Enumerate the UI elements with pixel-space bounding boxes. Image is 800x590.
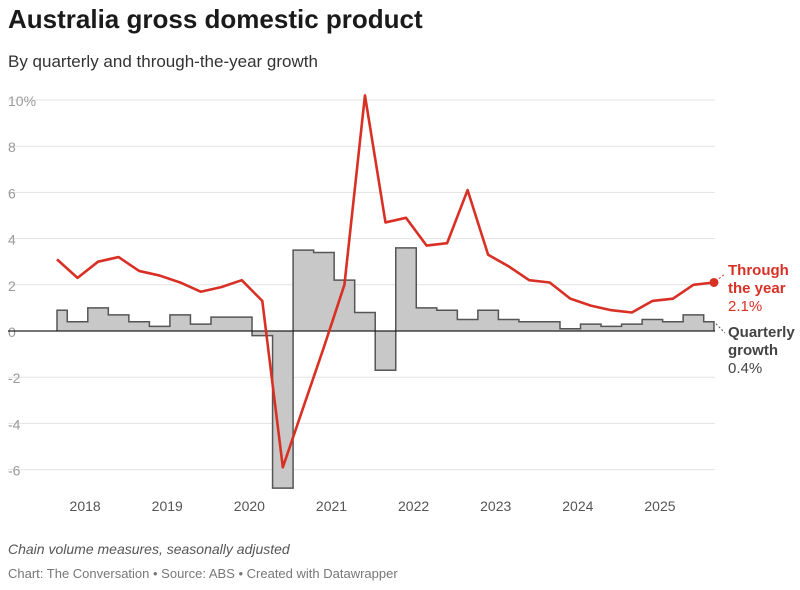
x-tick-label: 2024 bbox=[562, 498, 593, 514]
y-tick-label: -6 bbox=[8, 463, 21, 479]
y-tick-label: 2 bbox=[8, 278, 16, 294]
tty-label-line1: Through bbox=[728, 262, 789, 279]
chart-title: Australia gross domestic product bbox=[8, 4, 423, 34]
x-tick-label: 2021 bbox=[316, 498, 347, 514]
x-tick-label: 2020 bbox=[234, 498, 265, 514]
y-tick-label: 8 bbox=[8, 139, 16, 155]
q-label-line2: growth bbox=[728, 342, 778, 359]
tty-leader-line bbox=[718, 273, 726, 279]
x-tick-label: 2019 bbox=[152, 498, 183, 514]
y-tick-label: -4 bbox=[8, 416, 21, 432]
x-tick-label: 2022 bbox=[398, 498, 429, 514]
x-tick-label: 2018 bbox=[70, 498, 101, 514]
chart-byline: Chart: The Conversation • Source: ABS • … bbox=[8, 566, 398, 581]
chart-plot: 10% 8 6 4 2 0 -2 -4 -6 2018 2019 2020 2021 2022 2023 20… bbox=[8, 93, 726, 514]
through-the-year-point bbox=[709, 277, 719, 287]
y-tick-label: 0 bbox=[8, 324, 16, 340]
quarterly-growth-label: Quarterly growth 0.4% bbox=[728, 324, 795, 378]
y-tick-label: 10% bbox=[8, 93, 36, 109]
q-leader-line bbox=[715, 323, 726, 334]
through-the-year-line bbox=[56, 94, 715, 469]
x-tick-label: 2023 bbox=[480, 498, 511, 514]
x-tick-label: 2025 bbox=[644, 498, 675, 514]
chart-subtitle: By quarterly and through-the-year growth bbox=[8, 52, 318, 71]
through-the-year-label: Through the year 2.1% bbox=[728, 262, 789, 316]
y-tick-label: 6 bbox=[8, 185, 16, 201]
y-tick-label: -2 bbox=[8, 370, 21, 386]
q-label-line1: Quarterly bbox=[728, 324, 795, 341]
chart-notes: Chain volume measures, seasonally adjust… bbox=[8, 541, 290, 557]
tty-value: 2.1% bbox=[728, 298, 763, 315]
q-value: 0.4% bbox=[728, 360, 763, 377]
tty-label-line2: the year bbox=[728, 280, 786, 297]
y-tick-label: 4 bbox=[8, 232, 16, 248]
quarterly-growth-area bbox=[57, 247, 714, 489]
quarterly-growth-step-line bbox=[56, 247, 715, 489]
